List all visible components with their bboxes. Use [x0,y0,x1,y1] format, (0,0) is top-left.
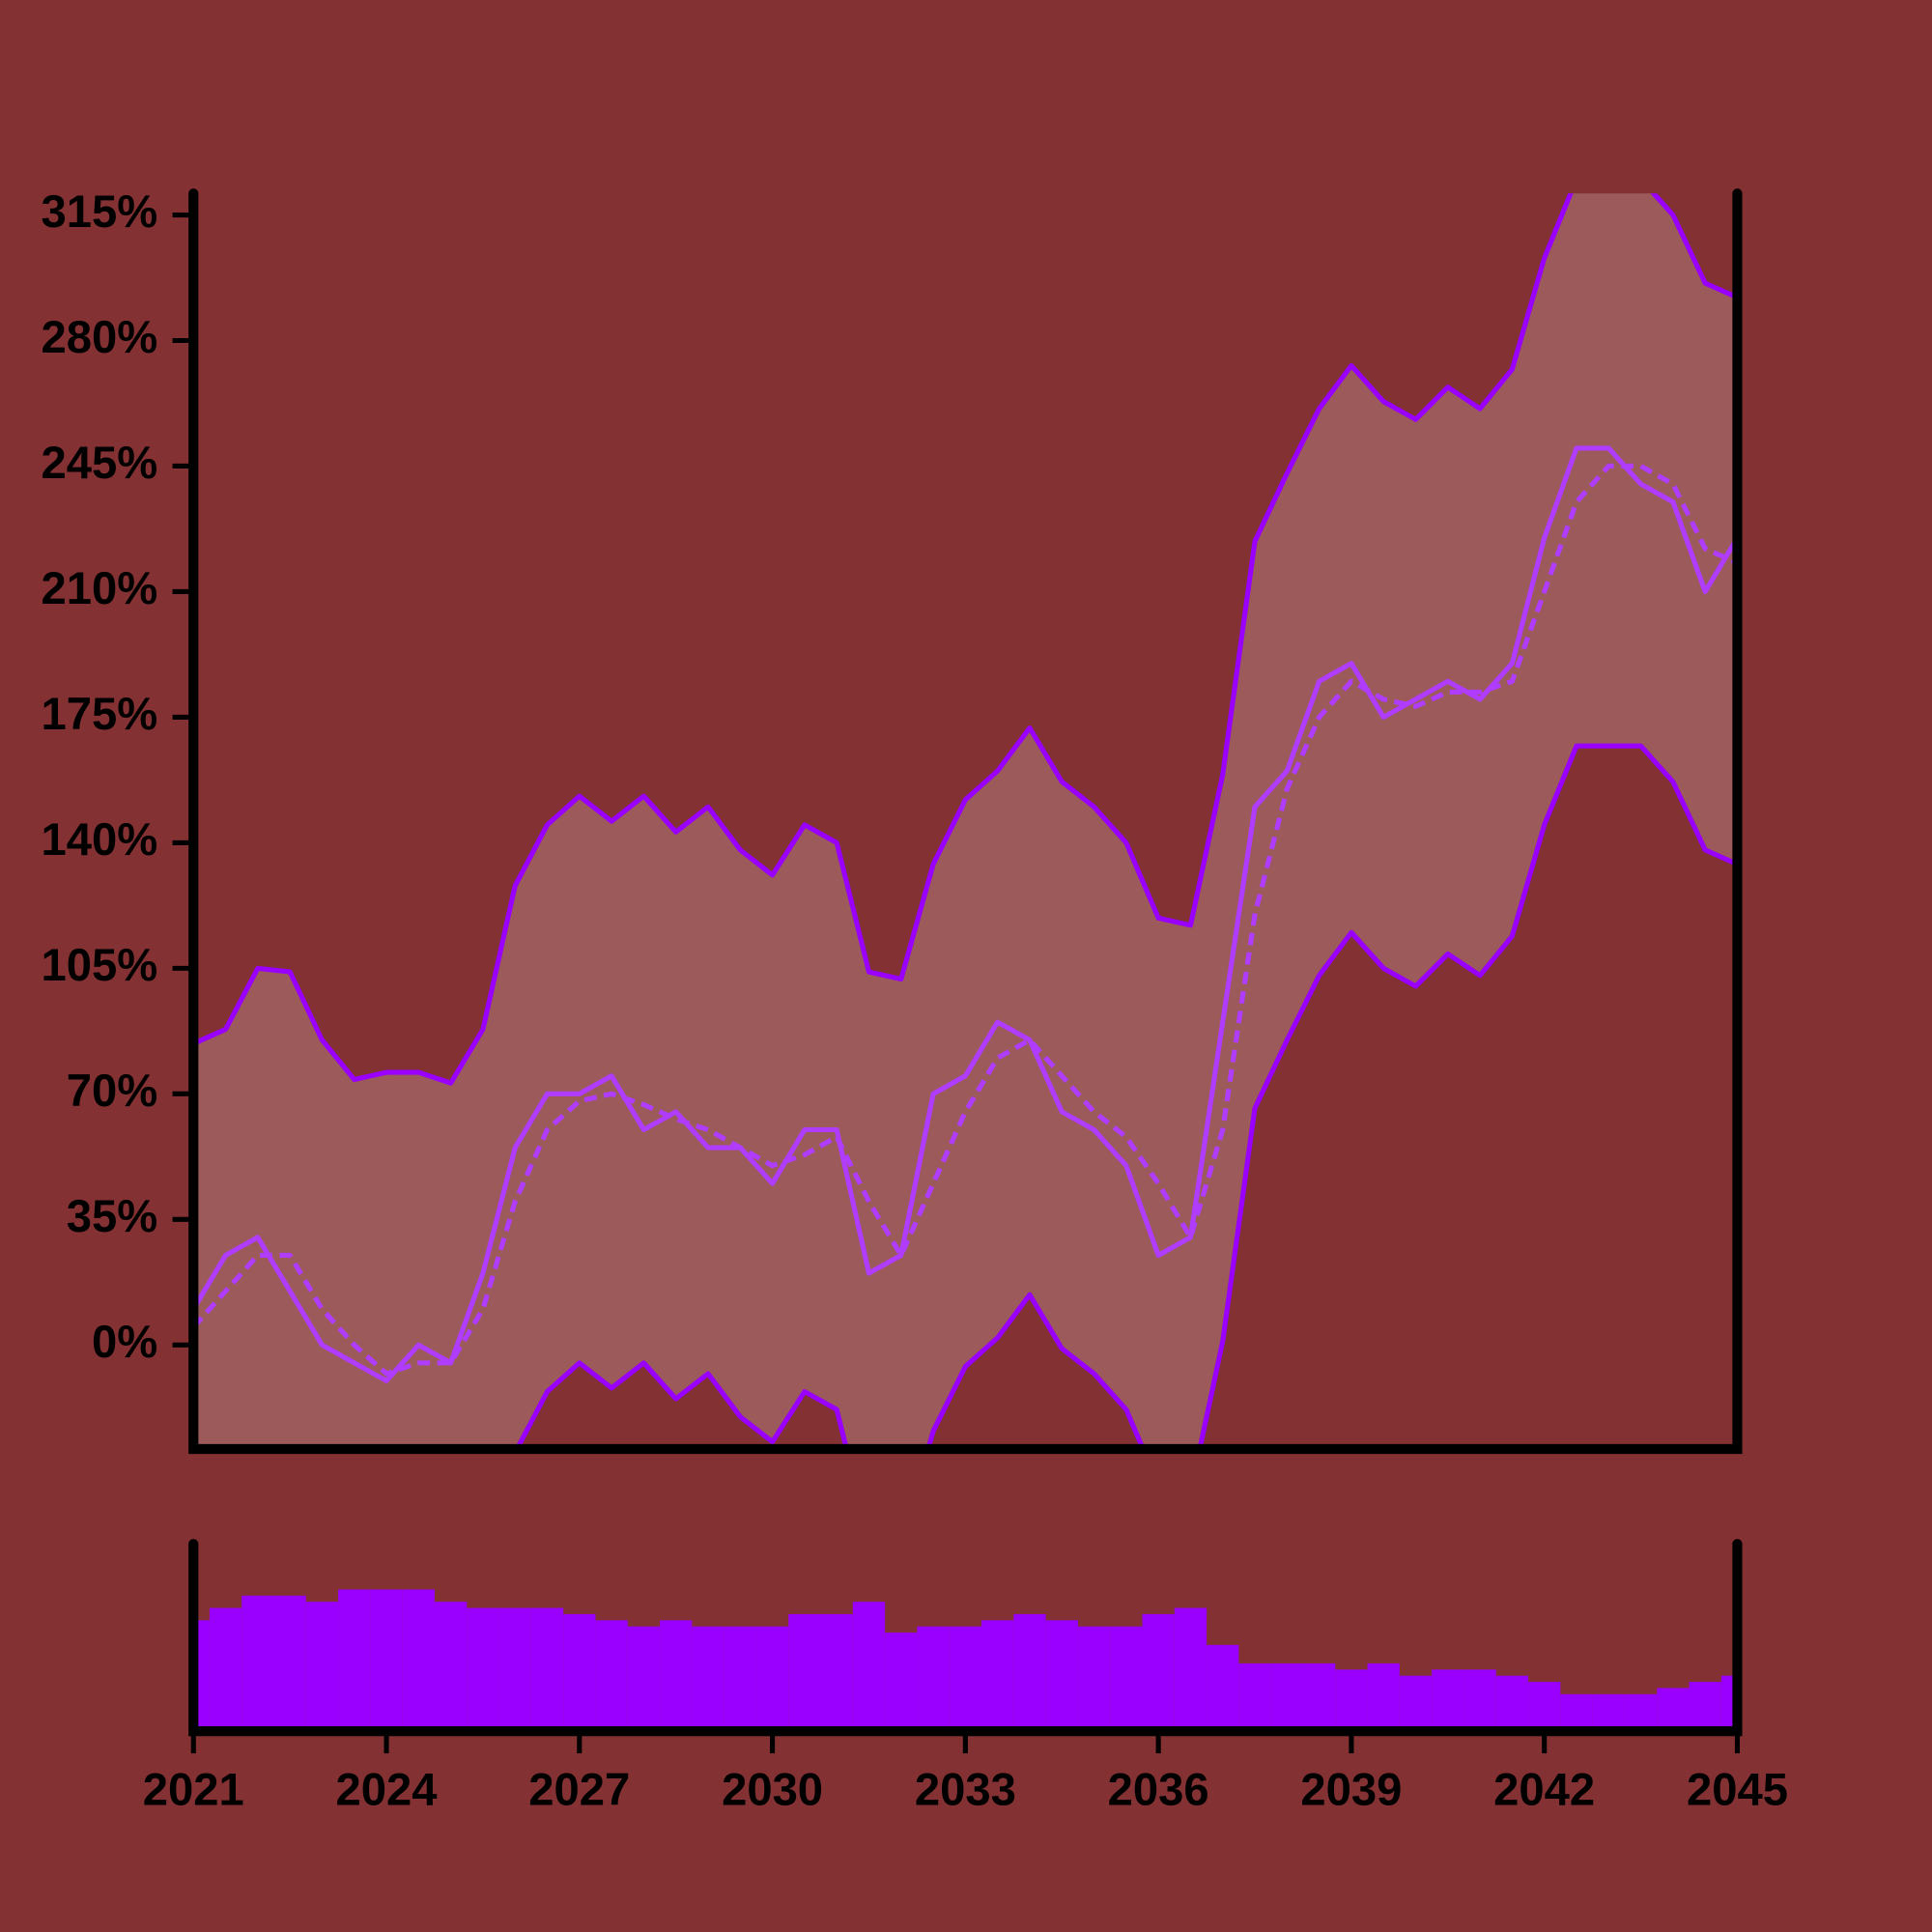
plot-area [193,193,1738,1449]
volume-bar [1045,1620,1078,1732]
volume-bar [1689,1682,1721,1732]
volume-bar [788,1613,821,1732]
volume-bar [1270,1662,1303,1732]
volume-bar [755,1626,789,1732]
x-tick-label: 2045 [1687,1764,1788,1815]
volume-bar [692,1626,724,1732]
volume-bar [724,1626,756,1732]
band-lower [514,743,1738,1449]
y-tick-label: 70% [67,1065,157,1117]
x-tick-label: 2036 [1108,1764,1209,1815]
volume-bar [1077,1626,1111,1732]
volume-bar [1528,1682,1561,1732]
volume-bar [1560,1693,1593,1732]
volume-bar [370,1589,403,1732]
x-tick-label: 2042 [1493,1764,1595,1815]
volume-bar [595,1620,628,1732]
volume-bar [273,1595,306,1732]
volume-bar [1367,1662,1400,1732]
volume-bar [1463,1669,1496,1732]
volume-bar [1142,1613,1175,1732]
volume-bar [852,1602,886,1732]
volume-bar [1624,1693,1658,1732]
volume-area [193,1589,1738,1732]
price-line [193,445,1738,1383]
volume-bar [981,1620,1014,1732]
x-tick-label: 2021 [143,1764,244,1815]
volume-bar [242,1595,274,1732]
volume-bar [1432,1669,1464,1732]
y-tick-label: 280% [42,312,158,363]
volume-bar [305,1602,339,1732]
volume-bar [660,1620,693,1732]
y-tick-label: 35% [67,1191,157,1242]
x-tick-label: 2024 [336,1764,438,1815]
volume-bar [563,1613,596,1732]
x-tick-label: 2033 [915,1764,1016,1815]
y-tick-label: 140% [42,814,158,866]
volume-bar [467,1607,499,1732]
volume-bar [627,1626,661,1732]
x-tick-label: 2039 [1300,1764,1402,1815]
volume-bar [917,1626,950,1732]
x-tick-label: 2027 [528,1764,630,1815]
y-tick-label: 175% [42,689,158,740]
y-tick-label: 245% [42,438,158,489]
band-fill [193,193,1738,1449]
axis-frame [188,1539,1743,1737]
volume-bar [209,1607,242,1732]
volume-bar [1335,1669,1368,1732]
volume-bar [1302,1662,1336,1732]
axis-frame [188,188,1743,1455]
volume-bar [530,1607,564,1732]
y-tick-label: 0% [92,1317,157,1368]
volume-bar [434,1602,468,1732]
volume-bar [338,1589,371,1732]
y-tick-label: 105% [42,940,158,991]
volume-bar [885,1633,918,1732]
volume-bar [1110,1626,1143,1732]
volume-bar [949,1626,982,1732]
volume-bar [1174,1607,1208,1732]
y-tick-label: 210% [42,563,158,614]
x-tick-label: 2030 [722,1764,823,1815]
volume-bar [498,1607,531,1732]
band-upper [193,193,1738,1086]
volume-bar [1495,1675,1529,1732]
volume-bar [1592,1693,1625,1732]
volume-bar [1238,1662,1271,1732]
axes: 0% 35% 70% 105% 140% 175% 210% 245% 280% 315% 2021… [42,186,1788,1815]
volume-bar [1399,1675,1433,1732]
moving-average-line [193,463,1738,1377]
volume-bar [820,1613,853,1732]
y-tick-label: 315% [42,186,158,238]
volume-bar [1013,1613,1046,1732]
volume-bar [1207,1644,1239,1732]
volume-bar [402,1589,435,1732]
volume-bar [1657,1688,1690,1732]
